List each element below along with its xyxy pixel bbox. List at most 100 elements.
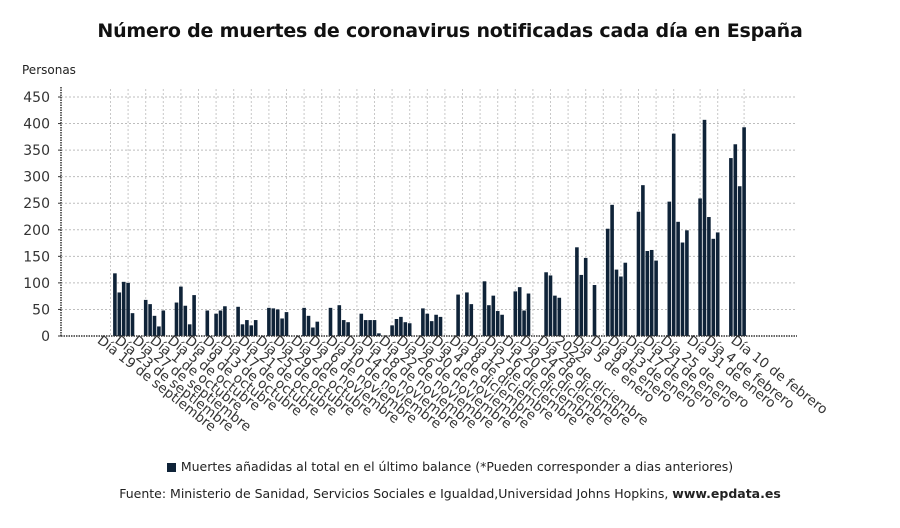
bar	[583, 257, 588, 336]
bar	[592, 285, 597, 336]
y-tick-label: 150	[23, 249, 50, 265]
bar	[157, 326, 161, 336]
bar	[698, 198, 702, 336]
bar	[676, 221, 680, 336]
bar	[742, 127, 746, 337]
y-tick-label: 350	[23, 143, 50, 159]
bar	[148, 304, 152, 336]
y-tick-label: 200	[23, 223, 50, 239]
bar	[548, 275, 553, 336]
bar	[214, 313, 218, 336]
y-axis-unit-label: Personas	[22, 63, 76, 77]
bar	[654, 260, 658, 336]
bar	[311, 327, 315, 336]
bar	[113, 273, 117, 336]
bar	[636, 211, 641, 336]
bar	[183, 305, 188, 336]
bar	[359, 313, 364, 336]
bar	[685, 230, 689, 336]
bar	[671, 133, 676, 336]
bar	[434, 314, 438, 336]
bar	[465, 292, 469, 336]
bar	[557, 297, 562, 336]
bar	[522, 310, 526, 336]
y-tick-label: 300	[23, 170, 50, 186]
bar	[390, 325, 394, 336]
bar	[267, 307, 271, 336]
bar	[715, 232, 720, 336]
bar	[610, 204, 614, 336]
bar	[544, 272, 548, 336]
bar	[425, 313, 430, 336]
bar	[495, 311, 500, 336]
bar	[363, 320, 368, 336]
bar	[680, 242, 685, 336]
bar	[645, 251, 650, 336]
bar	[337, 305, 342, 336]
bar	[733, 144, 738, 336]
bar	[275, 309, 280, 336]
source-note: Fuente: Ministerio de Sanidad, Servicios…	[0, 486, 900, 501]
bar	[315, 321, 320, 336]
bar	[245, 320, 249, 336]
bar	[711, 238, 716, 336]
bar	[253, 320, 258, 336]
bar	[553, 295, 557, 336]
bar	[667, 201, 672, 336]
bar	[192, 295, 196, 336]
bar	[117, 292, 122, 336]
bar	[407, 323, 412, 336]
y-tick-label: 0	[41, 329, 50, 345]
bar	[284, 312, 289, 336]
bar	[513, 291, 518, 336]
bar	[341, 320, 346, 336]
bar-series	[113, 119, 746, 337]
y-tick-label: 450	[23, 90, 50, 106]
bar	[491, 295, 496, 336]
bar	[130, 313, 135, 336]
chart-title: Número de muertes de coronavirus notific…	[97, 20, 803, 42]
bar	[205, 310, 210, 336]
bar	[517, 287, 522, 336]
bar	[179, 286, 183, 336]
y-tick-label: 100	[23, 276, 50, 292]
bar	[403, 322, 408, 336]
bar	[302, 307, 306, 336]
bar	[236, 306, 240, 336]
bar	[487, 305, 491, 336]
bar	[707, 217, 711, 336]
legend-swatch	[166, 463, 176, 472]
bar	[280, 318, 284, 336]
bar	[469, 304, 474, 336]
bar	[526, 293, 531, 336]
bar	[619, 276, 623, 336]
bar	[368, 320, 372, 336]
bar	[126, 282, 130, 336]
bar	[702, 119, 707, 336]
legend-label: Muertes añadidas al total en el último b…	[180, 459, 734, 474]
bar	[579, 274, 584, 336]
bar	[223, 306, 227, 336]
bar	[394, 319, 399, 336]
bar	[737, 186, 742, 336]
bar	[482, 281, 487, 336]
bar	[500, 314, 504, 336]
bar	[328, 307, 333, 336]
bar	[623, 262, 628, 336]
bar	[641, 185, 645, 336]
bar	[187, 324, 192, 336]
bar	[372, 320, 377, 336]
y-tick-label: 50	[32, 302, 50, 318]
bar	[174, 302, 179, 336]
axes	[60, 87, 797, 337]
bar	[161, 310, 166, 336]
bar	[306, 315, 311, 336]
bar	[377, 333, 381, 336]
y-axis-ticks: 0 50 100 150 200 250 300 350 400 450	[23, 90, 61, 345]
bar	[152, 315, 157, 336]
bar	[649, 249, 654, 336]
bar	[575, 247, 579, 336]
bar	[438, 316, 443, 336]
bar	[346, 322, 350, 336]
